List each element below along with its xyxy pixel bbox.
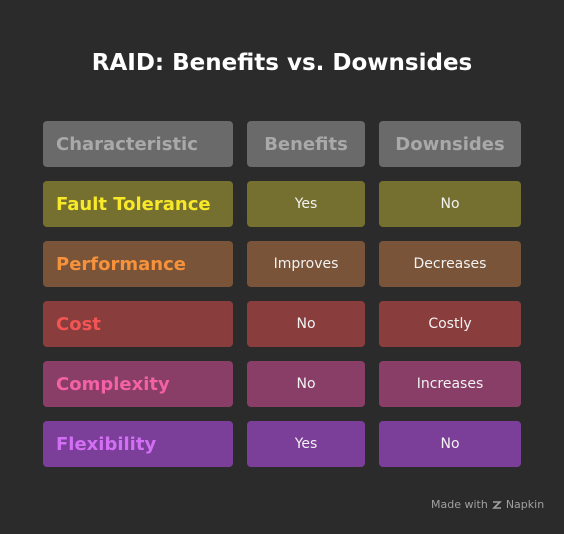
made-with: Made with <box>431 498 488 511</box>
value-cell: Increases <box>379 361 521 407</box>
value-cell: No <box>379 421 521 467</box>
row-label: Complexity <box>43 361 233 407</box>
value-cell: Yes <box>247 421 365 467</box>
header-cell: Benefits <box>247 121 365 167</box>
header-cell: Characteristic <box>43 121 233 167</box>
footer: Made with Napkin <box>431 498 544 511</box>
value-cell: No <box>247 301 365 347</box>
title: RAID: Benefits vs. Downsides <box>91 50 473 76</box>
header-cell: Downsides <box>379 121 521 167</box>
value-cell: Improves <box>247 241 365 287</box>
row-label: Performance <box>43 241 233 287</box>
value-cell: No <box>247 361 365 407</box>
row-label: Cost <box>43 301 233 347</box>
value-cell: Yes <box>247 181 365 227</box>
value-cell: Costly <box>379 301 521 347</box>
brand: Napkin <box>505 498 545 511</box>
row-label: Fault Tolerance <box>43 181 233 227</box>
value-cell: No <box>379 181 521 227</box>
row-label: Flexibility <box>43 421 233 467</box>
value-cell: Decreases <box>379 241 521 287</box>
napkin-icon <box>491 500 502 509</box>
